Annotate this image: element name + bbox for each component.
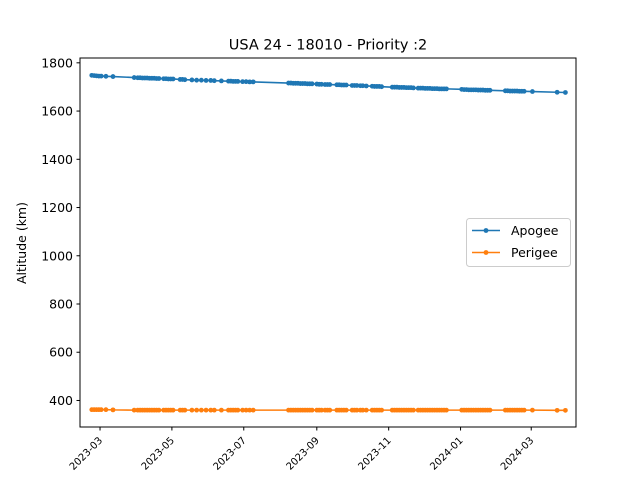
- apogee-data-point: [309, 81, 315, 87]
- apogee-data-point: [218, 78, 224, 84]
- apogee-data-point: [235, 78, 241, 84]
- perigee-data-point: [189, 407, 195, 413]
- apogee-data-point: [182, 77, 188, 83]
- y-axis: 400 600 800 1000 1200 1400 1600 1800: [41, 55, 80, 408]
- y-tick-label: 1600: [41, 104, 73, 119]
- y-tick-label: 1200: [41, 200, 73, 215]
- apogee-data-point: [110, 74, 116, 79]
- perigee-data-point: [521, 407, 527, 413]
- apogee-data-point: [530, 89, 535, 94]
- apogee-data-point: [194, 77, 200, 83]
- perigee-data-point: [444, 407, 449, 413]
- legend-perigee-marker: [483, 250, 489, 255]
- apogee-data-point: [189, 77, 195, 83]
- apogee-data-point: [98, 73, 104, 79]
- apogee-data-point: [198, 77, 204, 83]
- perigee-data-point: [131, 407, 137, 413]
- apogee-data-point: [487, 87, 493, 93]
- apogee-data-point: [354, 83, 360, 88]
- apogee-data-point: [247, 79, 253, 85]
- apogee-data-point: [170, 76, 176, 82]
- perigee-data-point: [235, 407, 241, 413]
- apogee-data-point: [327, 82, 333, 87]
- perigee-data-point: [170, 407, 176, 413]
- apogee-data-point: [363, 83, 369, 89]
- perigee-data-point: [309, 407, 315, 413]
- legend-apogee-label: Apogee: [511, 223, 559, 238]
- y-tick-label: 600: [49, 345, 73, 360]
- apogee-data-point: [521, 88, 527, 94]
- perigee-data-point: [243, 407, 249, 413]
- perigee-data-point: [98, 407, 104, 413]
- perigee-data-point: [354, 407, 360, 413]
- apogee-data-point: [554, 89, 560, 95]
- apogee-data-point: [131, 75, 137, 80]
- perigee-data-point: [411, 407, 416, 413]
- perigee-data-point: [194, 407, 200, 413]
- perigee-data-point: [327, 407, 333, 413]
- apogee-data-point: [411, 85, 416, 91]
- perigee-data-point: [208, 407, 214, 413]
- apogee-data-point: [343, 82, 349, 88]
- perigee-data-point: [319, 407, 324, 413]
- perigee-data-point: [103, 407, 109, 413]
- axes-frame: [79, 57, 577, 428]
- legend-apogee-marker: [483, 228, 489, 233]
- apogee-data-point: [444, 86, 449, 92]
- apogee-data-point: [208, 78, 214, 83]
- perigee-data-point: [203, 407, 209, 413]
- apogee-data-point: [360, 83, 366, 89]
- plot-area: [89, 72, 568, 413]
- perigee-data-point: [343, 407, 349, 413]
- perigee-data-point: [360, 407, 366, 413]
- perigee-data-point: [363, 407, 369, 413]
- perigee-data-point: [211, 407, 217, 413]
- y-axis-label: Altitude (km): [14, 202, 29, 284]
- apogee-data-point: [156, 76, 162, 81]
- legend-perigee-label: Perigee: [511, 245, 558, 260]
- perigee-data-point: [250, 407, 256, 413]
- apogee-data-point: [243, 79, 249, 85]
- chart-title: USA 24 - 18010 - Priority :2: [229, 38, 427, 54]
- apogee-data-point: [211, 78, 217, 84]
- perigee-data-point: [110, 407, 116, 413]
- perigee-data-point: [247, 407, 253, 413]
- y-tick-label: 1800: [41, 55, 73, 70]
- legend: Apogee Perigee: [466, 218, 571, 267]
- y-tick-label: 1400: [41, 152, 73, 167]
- y-tick-label: 1000: [41, 248, 73, 263]
- perigee-data-point: [240, 407, 245, 413]
- apogee-data-point: [250, 79, 256, 85]
- perigee-data-point: [156, 407, 162, 413]
- apogee-data-point: [240, 79, 245, 85]
- apogee-data-point: [319, 81, 324, 87]
- perigee-data-point: [554, 407, 560, 413]
- y-tick-label: 400: [49, 393, 73, 408]
- perigee-data-point: [218, 407, 224, 413]
- apogee-data-point: [379, 84, 385, 90]
- perigee-data-point: [563, 407, 568, 413]
- perigee-data-point: [182, 407, 188, 413]
- apogee-data-point: [203, 78, 209, 83]
- apogee-data-point: [103, 73, 109, 79]
- perigee-data-point: [379, 407, 385, 413]
- perigee-data-point: [530, 407, 535, 413]
- perigee-data-point: [487, 407, 493, 413]
- apogee-data-point: [563, 90, 568, 95]
- y-tick-label: 800: [49, 297, 73, 312]
- perigee-data-point: [198, 407, 204, 413]
